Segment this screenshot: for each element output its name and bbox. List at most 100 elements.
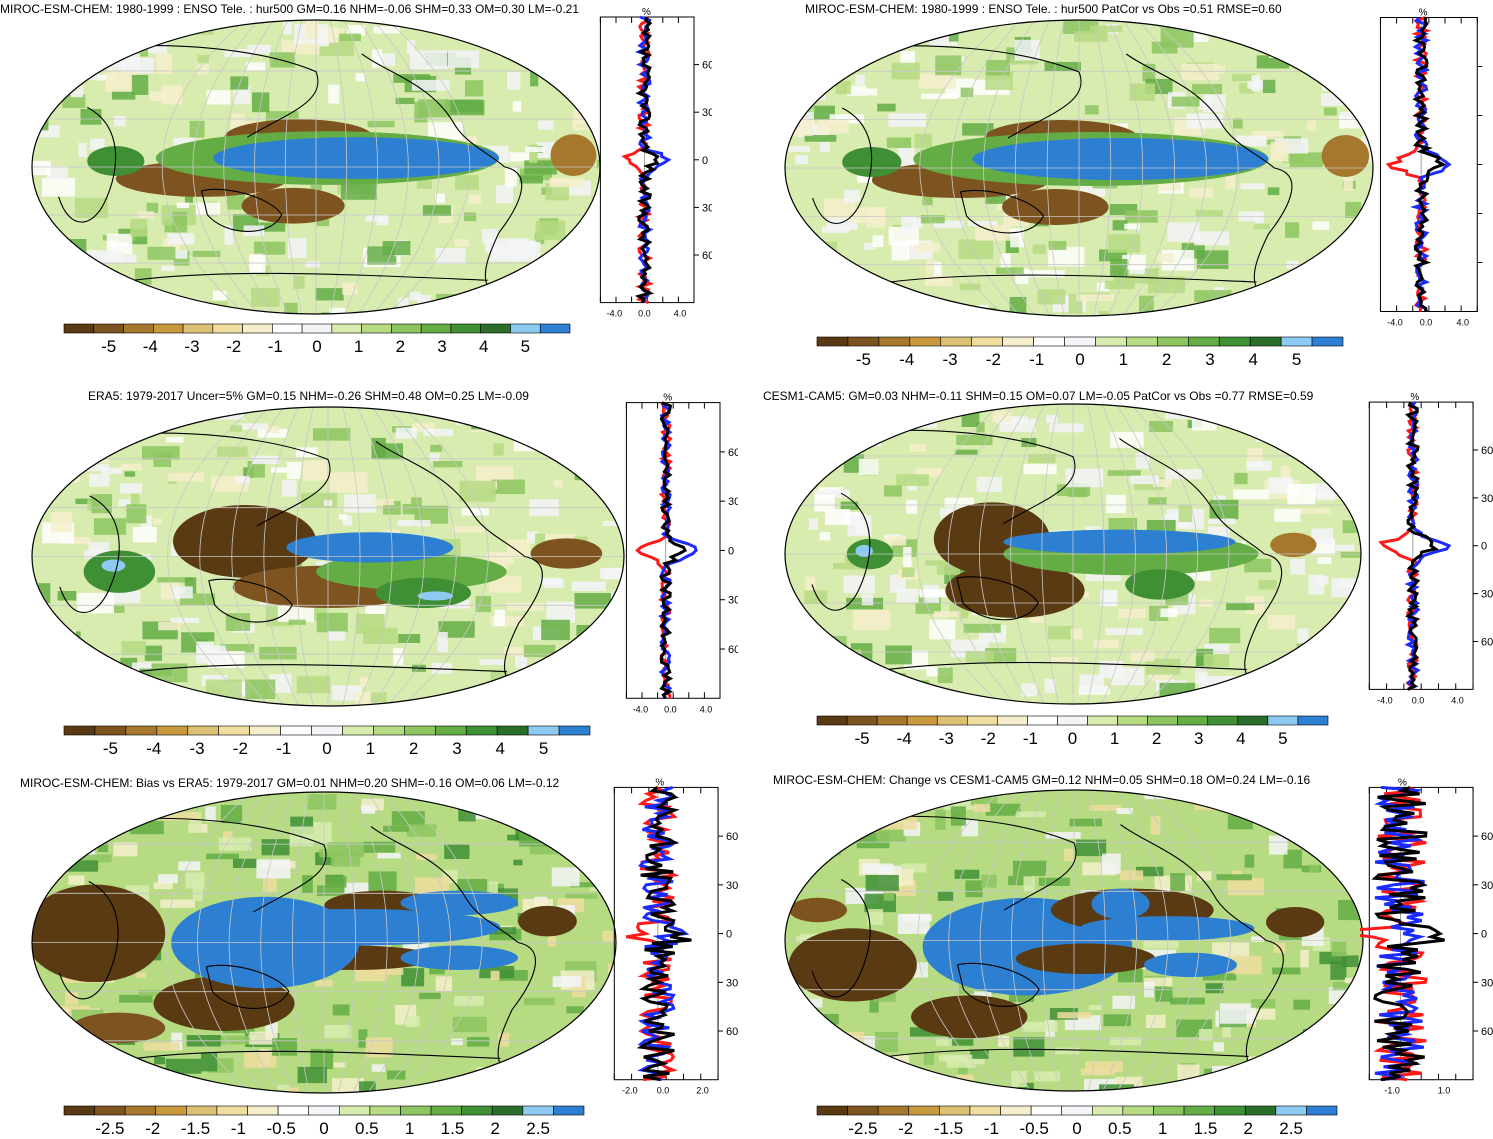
zonal-lat-label: 60N — [1481, 831, 1493, 843]
colorbar-label: 4 — [1249, 350, 1258, 369]
colorbar-label: -2 — [898, 1119, 913, 1138]
colorbar-swatch — [553, 1105, 585, 1116]
colorbar-swatch — [1297, 715, 1329, 726]
zonal-x-label: -4.0 — [607, 309, 623, 319]
colorbar-swatch — [997, 715, 1028, 726]
colorbar-swatch — [1214, 1105, 1246, 1116]
colorbar-label: -5 — [101, 337, 116, 356]
colorbar-label: -4 — [146, 739, 161, 758]
panel-6-title: MIROC-ESM-CHEM: Change vs CESM1-CAM5 GM=… — [773, 773, 1311, 787]
zonal-lat-label: 0 — [1481, 541, 1487, 553]
colorbar-swatch — [877, 1105, 910, 1116]
zonal-lat-label: 0 — [726, 929, 732, 941]
colorbar-label: 0 — [1075, 350, 1084, 369]
colorbar-label: -5 — [855, 729, 870, 748]
zonal-lat-label: 30S — [1481, 977, 1493, 989]
colorbar-swatch — [1064, 336, 1096, 347]
colorbar-swatch — [124, 1105, 157, 1116]
zonal-x-label: 4.0 — [674, 309, 687, 319]
colorbar-swatch — [1267, 715, 1299, 726]
colorbar-swatch — [247, 1105, 279, 1116]
colorbar-label: 3 — [1205, 350, 1214, 369]
colorbar-swatch — [940, 336, 973, 347]
colorbar-swatch — [908, 1105, 940, 1116]
colorbar-swatch — [878, 336, 911, 347]
colorbar-swatch — [1030, 1105, 1063, 1116]
colorbar-swatch — [816, 715, 848, 726]
colorbar-swatch — [1057, 715, 1088, 726]
zonal-x-label: 0.0 — [664, 704, 677, 714]
colorbar-swatch — [1237, 715, 1269, 726]
colorbar-swatch — [1033, 336, 1065, 347]
panel-5-zonal-plot: % 60N 30N 0 30S 60S -2.0 0.0 2.0 — [613, 777, 738, 1096]
colorbar-swatch — [430, 1105, 462, 1116]
zonal-x-label: 2.0 — [696, 1086, 709, 1096]
colorbar-label: -0.5 — [1020, 1119, 1049, 1138]
zonal-unit-label: % — [663, 393, 672, 404]
colorbar-swatch — [527, 725, 560, 736]
colorbar-swatch — [1002, 336, 1034, 347]
colorbar-swatch — [342, 725, 374, 736]
colorbar-swatch — [1311, 336, 1344, 347]
colorbar-swatch — [156, 725, 189, 736]
panel-6-colorbar: -2.5 -2 -1.5 -1 -0.5 0 0.5 1 1.5 2 2.5 — [816, 1105, 1338, 1138]
colorbar-label: -1 — [231, 1119, 246, 1138]
zonal-lat-label: 30N — [1481, 880, 1493, 892]
panel-1-zonal-plot: % 60N 30N 0 30S 60S -4.0 0.0 4.0 — [599, 7, 712, 319]
colorbar-swatch — [1095, 336, 1127, 347]
colorbar-swatch — [218, 725, 250, 736]
colorbar-label: 5 — [539, 739, 548, 758]
panel-2-zonal-plot: % -4.0 0.0 4.0 — [1379, 8, 1483, 328]
colorbar-label: -2.5 — [848, 1119, 877, 1138]
zonal-unit-label: % — [1398, 777, 1407, 788]
zonal-black-line — [634, 16, 660, 304]
zonal-lat-label: 30N — [702, 107, 712, 119]
colorbar-label: -1.5 — [934, 1119, 963, 1138]
colorbar-swatch — [311, 725, 343, 736]
colorbar-swatch — [1091, 1105, 1124, 1116]
colorbar-label: 4 — [479, 337, 488, 356]
colorbar-label: -1 — [276, 739, 291, 758]
zonal-black-line — [636, 786, 692, 1082]
colorbar-swatch — [1187, 336, 1220, 347]
colorbar-label: -5 — [856, 350, 871, 369]
zonal-lat-label: 60N — [726, 831, 738, 843]
colorbar-swatch — [272, 323, 303, 334]
zonal-black-line — [659, 401, 688, 700]
zonal-x-label: 0.0 — [638, 309, 651, 319]
colorbar-swatch — [1061, 1105, 1093, 1116]
colorbar-swatch — [539, 323, 571, 334]
colorbar-label: 2.5 — [526, 1119, 550, 1138]
zonal-x-label: 4.0 — [1451, 695, 1464, 705]
colorbar-swatch — [1207, 715, 1239, 726]
colorbar-swatch — [125, 725, 158, 736]
colorbar-label: -2 — [233, 739, 248, 758]
colorbar-swatch — [338, 1105, 371, 1116]
colorbar-label: 1 — [1119, 350, 1128, 369]
colorbar-label: -3 — [939, 729, 954, 748]
colorbar-label: 0 — [1072, 1119, 1081, 1138]
colorbar-label: 1 — [405, 1119, 414, 1138]
colorbar-swatch — [63, 1105, 95, 1116]
colorbar-swatch — [1249, 336, 1282, 347]
zonal-black-line — [1405, 401, 1440, 691]
colorbar-swatch — [301, 323, 333, 334]
zonal-lat-label: 30N — [726, 880, 738, 892]
colorbar-swatch — [936, 715, 968, 726]
colorbar-swatch — [1087, 715, 1118, 726]
zonal-lat-label: 60S — [702, 250, 712, 262]
colorbar-swatch — [94, 725, 127, 736]
colorbar-label: 4 — [496, 739, 505, 758]
colorbar-swatch — [242, 323, 273, 334]
zonal-lat-label: 60S — [1481, 1026, 1493, 1038]
colorbar-label: -4 — [897, 729, 912, 748]
colorbar-label: -1 — [268, 337, 283, 356]
zonal-lat-label: 60N — [728, 447, 738, 459]
colorbar-swatch — [420, 323, 452, 334]
panel-2-title: MIROC-ESM-CHEM: 1980-1999 : ENSO Tele. :… — [805, 2, 1282, 16]
zonal-black-line — [1412, 17, 1447, 312]
colorbar-swatch — [216, 1105, 248, 1116]
zonal-lat-label: 0 — [1481, 929, 1487, 941]
zonal-lat-label: 30S — [1481, 589, 1493, 601]
panel-4-zonal-plot: % 60N 30N 0 30S 60S -4.0 0.0 4.0 — [1368, 392, 1493, 705]
